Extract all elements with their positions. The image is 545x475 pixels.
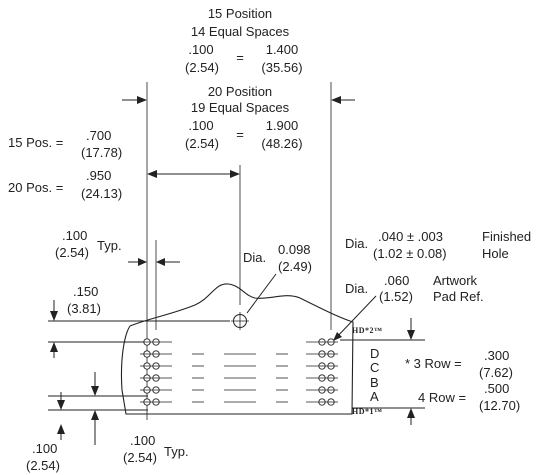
row-letter-a: A: [370, 389, 379, 404]
row-letter-d: D: [370, 346, 379, 361]
leftdim-arrowhead-bottom: [91, 410, 99, 420]
rowdim-arrowhead-top: [407, 330, 415, 340]
offset15-mm: (17.78): [81, 145, 122, 160]
pos20-total-in: 1.900: [266, 118, 299, 133]
bottom-typ-in: .100: [130, 433, 155, 448]
bottom-typ-mm: (2.54): [123, 450, 157, 465]
pos15-pitch-in: .100: [188, 42, 213, 57]
artwork-note1: Artwork: [433, 273, 478, 288]
finished-mm: (1.02 ± 0.08): [373, 246, 447, 261]
artwork-leader: [333, 295, 377, 341]
dim-arrowhead-left: [137, 96, 147, 104]
pitch-typ-mm: (2.54): [55, 245, 89, 260]
finished-prefix: Dia.: [345, 236, 368, 251]
pos20-spaces: 19 Equal Spaces: [191, 100, 290, 115]
pos20-equals: =: [236, 127, 244, 142]
hole-mm: (2.49): [278, 259, 312, 274]
pos15-equals: =: [236, 50, 244, 65]
pos15-total-mm: (35.56): [261, 60, 302, 75]
offset20-in: .950: [86, 168, 111, 183]
bottom-left-in: .100: [32, 441, 57, 456]
pos15-pitch-mm: (2.54): [185, 60, 219, 75]
finished-note2: Hole: [482, 246, 509, 261]
dim-arrowhead-right: [331, 96, 341, 104]
rowdim-arrowhead-bottom: [407, 408, 415, 418]
hd1-label: HD*1™: [352, 407, 383, 416]
artwork-arrowhead: [333, 332, 342, 341]
hole-in: 0.098: [278, 242, 311, 257]
dim-center-arrowhead-left: [147, 170, 157, 178]
artwork-note2: Pad Ref.: [433, 289, 484, 304]
artwork-in: .060: [384, 273, 409, 288]
pos15-total-in: 1.400: [266, 42, 299, 57]
row-letter-b: B: [370, 375, 379, 390]
offset15-prefix: 15 Pos. =: [8, 135, 63, 150]
bottom-left-arrowhead-up: [57, 424, 65, 434]
pos20-title: 20 Position: [208, 84, 272, 99]
pitch-arrowhead-right: [156, 258, 165, 266]
row3-prefix: * 3 Row =: [405, 356, 462, 371]
pos20-pitch-mm: (2.54): [185, 136, 219, 151]
hd2-label: HD*2™: [352, 326, 383, 335]
edge-in: .150: [73, 284, 98, 299]
finished-in: .040 ± .003: [378, 229, 443, 244]
offset15-in: .700: [86, 128, 111, 143]
pin-field: [140, 338, 338, 406]
pos15-title: 15 Position: [208, 6, 272, 21]
offset20-prefix: 20 Pos. =: [8, 180, 63, 195]
row3-in: .300: [484, 348, 509, 363]
pos20-pitch-in: .100: [188, 118, 213, 133]
row4-mm: (12.70): [479, 398, 520, 413]
edge-arrowhead-top: [50, 311, 58, 321]
edge-arrowhead-bottom: [50, 342, 58, 352]
bottom-typ-label: Typ.: [164, 444, 189, 459]
bottom-left-arrowhead-down: [57, 400, 65, 410]
artwork-prefix: Dia.: [345, 281, 368, 296]
edge-mm: (3.81): [67, 301, 101, 316]
hole-leader: [246, 273, 277, 314]
bottom-left-mm: (2.54): [26, 458, 60, 473]
row-letter-c: C: [370, 360, 379, 375]
dim-center-arrowhead-right: [230, 170, 240, 178]
row3-mm: (7.62): [479, 365, 513, 380]
pitch-typ-label: Typ.: [97, 238, 122, 253]
artwork-mm: (1.52): [379, 289, 413, 304]
offset20-mm: (24.13): [81, 186, 122, 201]
row4-prefix: 4 Row =: [418, 390, 466, 405]
finished-note1: Finished: [482, 229, 531, 244]
pitch-typ-in: .100: [62, 228, 87, 243]
hole-prefix: Dia.: [243, 250, 266, 265]
pos15-spaces: 14 Equal Spaces: [191, 24, 290, 39]
pos20-total-mm: (48.26): [261, 136, 302, 151]
pitch-arrowhead-left: [138, 258, 147, 266]
leftdim-arrowhead-top: [91, 386, 99, 396]
row4-in: .500: [484, 381, 509, 396]
